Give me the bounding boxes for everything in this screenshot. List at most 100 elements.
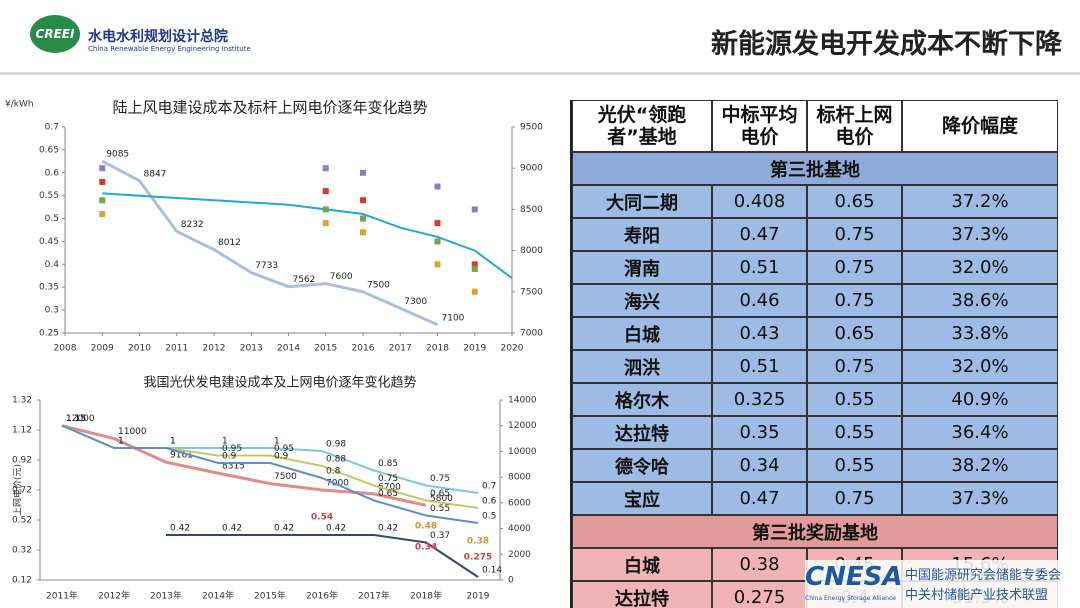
line2: 中关村储能产业技术联盟 <box>905 588 1049 603</box>
series-line <box>102 192 513 279</box>
table-cell: 0.35 <box>712 416 807 449</box>
table-cell: 泗洪 <box>572 350 712 383</box>
header-cell: 标杆上网电价 <box>807 100 902 152</box>
value-label: 11000 <box>118 427 147 437</box>
x-tick-label: 2013 <box>240 344 263 354</box>
value-label: 0.6 <box>482 497 497 507</box>
value-label: 0.9 <box>274 452 289 462</box>
table-cell: 0.75 <box>807 284 902 317</box>
value-label: 9085 <box>106 150 129 160</box>
scatter-point <box>471 206 478 213</box>
scatter-point <box>99 178 106 185</box>
value-label: 12000 <box>66 414 95 424</box>
x-tick-label: 2013年 <box>150 590 182 602</box>
header-row: 光伏“领跑者”基地 中标平均电价 标杆上网电价 降价幅度 <box>572 100 1058 152</box>
org-cn: 水电水利规划设计总院 <box>88 29 228 45</box>
scatter-point <box>471 261 478 268</box>
x-tick-label: 2012 <box>203 344 226 354</box>
x-tick-label: 2010 <box>128 344 151 354</box>
value-label: 0.75 <box>430 474 450 484</box>
y2-tick-label: 8000 <box>520 246 543 256</box>
table-cell: 0.38 <box>712 548 807 581</box>
table-cell: 0.75 <box>807 482 902 515</box>
table-cell: 40.9% <box>902 383 1058 416</box>
value-label: 1.15 <box>66 414 86 424</box>
y-axis-label: ¥/kWh <box>5 100 34 110</box>
value-label: 1 <box>118 437 124 447</box>
y2-tick-label: 8500 <box>520 205 543 215</box>
value-label: 0.54 <box>311 513 333 523</box>
table-cell: 32.0% <box>902 251 1058 284</box>
value-label: 1 <box>118 437 124 447</box>
y2-tick-label: 6000 <box>508 498 531 508</box>
table-cell: 0.55 <box>807 416 902 449</box>
table-row: 格尔木 0.325 0.55 40.9% <box>572 383 1058 416</box>
y2-tick-label: 10000 <box>508 447 537 457</box>
table-cell: 38.2% <box>902 449 1058 482</box>
value-label: 7300 <box>404 297 427 307</box>
table-cell: 0.325 <box>712 383 807 416</box>
x-tick-label: 2017年 <box>358 590 390 602</box>
scatter-point <box>99 210 106 217</box>
y2-tick-label: 7000 <box>520 329 543 339</box>
table-row: 德令哈 0.34 0.55 38.2% <box>572 449 1058 482</box>
value-label: 0.14 <box>482 566 502 576</box>
table-cell: 0.275 <box>712 581 807 608</box>
table-cell: 37.3% <box>902 482 1058 515</box>
value-label: 0.75 <box>378 474 398 484</box>
value-label: 7733 <box>255 261 278 271</box>
value-label: 1 <box>170 437 176 447</box>
table-cell: 0.55 <box>807 449 902 482</box>
value-label: 0.55 <box>430 504 450 514</box>
value-label: 1 <box>118 437 124 447</box>
table-cell: 32.0% <box>902 350 1058 383</box>
table-cell: 0.47 <box>712 218 807 251</box>
table-cell: 0.65 <box>807 185 902 218</box>
value-label: 0.9 <box>222 452 237 462</box>
value-label: 1 <box>170 437 176 447</box>
table-cell: 0.408 <box>712 185 807 218</box>
table-cell: 达拉特 <box>572 416 712 449</box>
y-tick-label: 1.32 <box>12 396 32 406</box>
value-label: 8012 <box>218 238 241 248</box>
value-label: 1 <box>222 437 228 447</box>
y2-tick-label: 8000 <box>508 473 531 483</box>
org-en: China Renewable Energy Engineering Insti… <box>88 45 251 53</box>
series-line <box>101 159 439 327</box>
scatter-point <box>434 183 441 190</box>
value-label: 0.65 <box>430 489 450 499</box>
value-label: 0.42 <box>378 524 398 534</box>
table-cell: 0.55 <box>807 383 902 416</box>
table-row: 达拉特 0.35 0.55 36.4% <box>572 416 1058 449</box>
value-label: 0.48 <box>415 522 437 532</box>
charts: 陆上风电建设成本及标杆上网电价逐年变化趋势 ¥/kWh 0.25 0.3 0.35 0.4… <box>5 99 543 602</box>
table-cell: 0.46 <box>712 284 807 317</box>
value-label: 7000 <box>326 479 349 489</box>
y2-tick-label: 14000 <box>508 396 537 406</box>
y2-tick-label: 9500 <box>520 123 543 133</box>
table-cell: 达拉特 <box>572 581 712 608</box>
header-cell: 光伏“领跑者”基地 <box>572 100 712 152</box>
value-label: 0.85 <box>378 459 398 469</box>
table-row: 宝应 0.47 0.75 37.3% <box>572 482 1058 515</box>
table-cell: 0.75 <box>807 218 902 251</box>
value-label: 0.275 <box>464 552 492 562</box>
value-label: 1 <box>170 437 176 447</box>
table-cell: 0.75 <box>807 350 902 383</box>
table-cell: 0.65 <box>807 317 902 350</box>
table-cell: 36.4% <box>902 416 1058 449</box>
scatter-point <box>322 188 329 195</box>
value-label: 0.65 <box>378 489 398 499</box>
y-tick-label: 0.72 <box>12 486 32 496</box>
y2-tick-label: 12000 <box>508 421 537 431</box>
table-cell: 0.51 <box>712 350 807 383</box>
scatter-point <box>322 165 329 172</box>
value-label: 5800 <box>430 494 453 504</box>
table-row: 寿阳 0.47 0.75 37.3% <box>572 218 1058 251</box>
table-row: 白城 0.43 0.65 33.8% <box>572 317 1058 350</box>
value-label: 0.42 <box>274 524 294 534</box>
x-tick-label: 2012年 <box>98 590 130 602</box>
value-label: 7100 <box>442 313 465 323</box>
table-row: 渭南 0.51 0.75 32.0% <box>572 251 1058 284</box>
